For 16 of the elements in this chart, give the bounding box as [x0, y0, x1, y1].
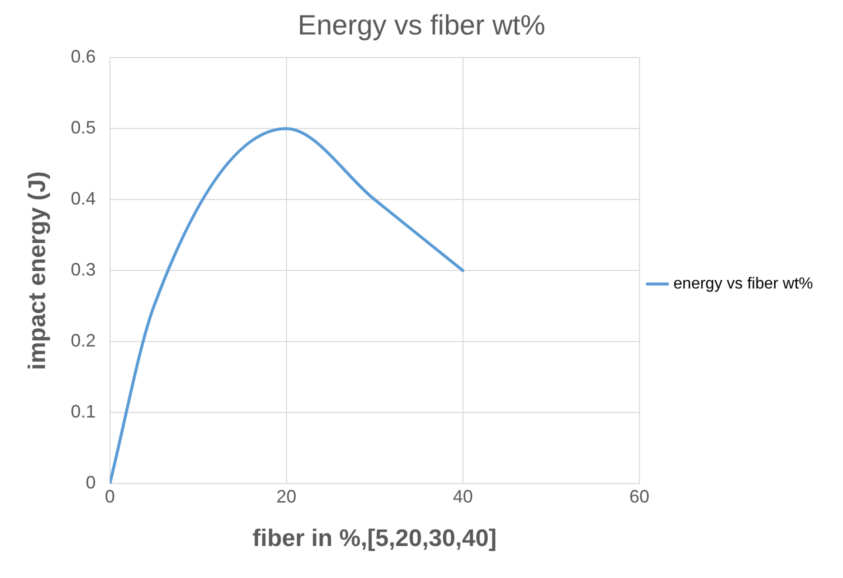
y-tick-label: 0.1: [70, 402, 96, 422]
y-tick-label: 0: [86, 472, 96, 493]
y-tick-label: 0.3: [70, 260, 96, 280]
x-axis-title: fiber in %,[5,20,30,40]: [252, 525, 497, 552]
legend-label: energy vs fiber wt%: [673, 275, 813, 292]
x-tick-label: 0: [104, 486, 115, 506]
y-axis-title: impact energy (J): [24, 171, 52, 370]
x-tick-label: 20: [276, 486, 296, 506]
chart-title: Energy vs fiber wt%: [298, 10, 546, 41]
line-series: [110, 127, 464, 484]
y-tick-label: 0.2: [70, 330, 96, 351]
y-tick-label: 0.6: [70, 46, 96, 67]
y-tick-label: 0.4: [70, 188, 96, 209]
y-tick-label: 0.5: [70, 118, 96, 138]
x-tick-label: 40: [452, 486, 473, 506]
x-tick-label: 60: [629, 486, 650, 506]
